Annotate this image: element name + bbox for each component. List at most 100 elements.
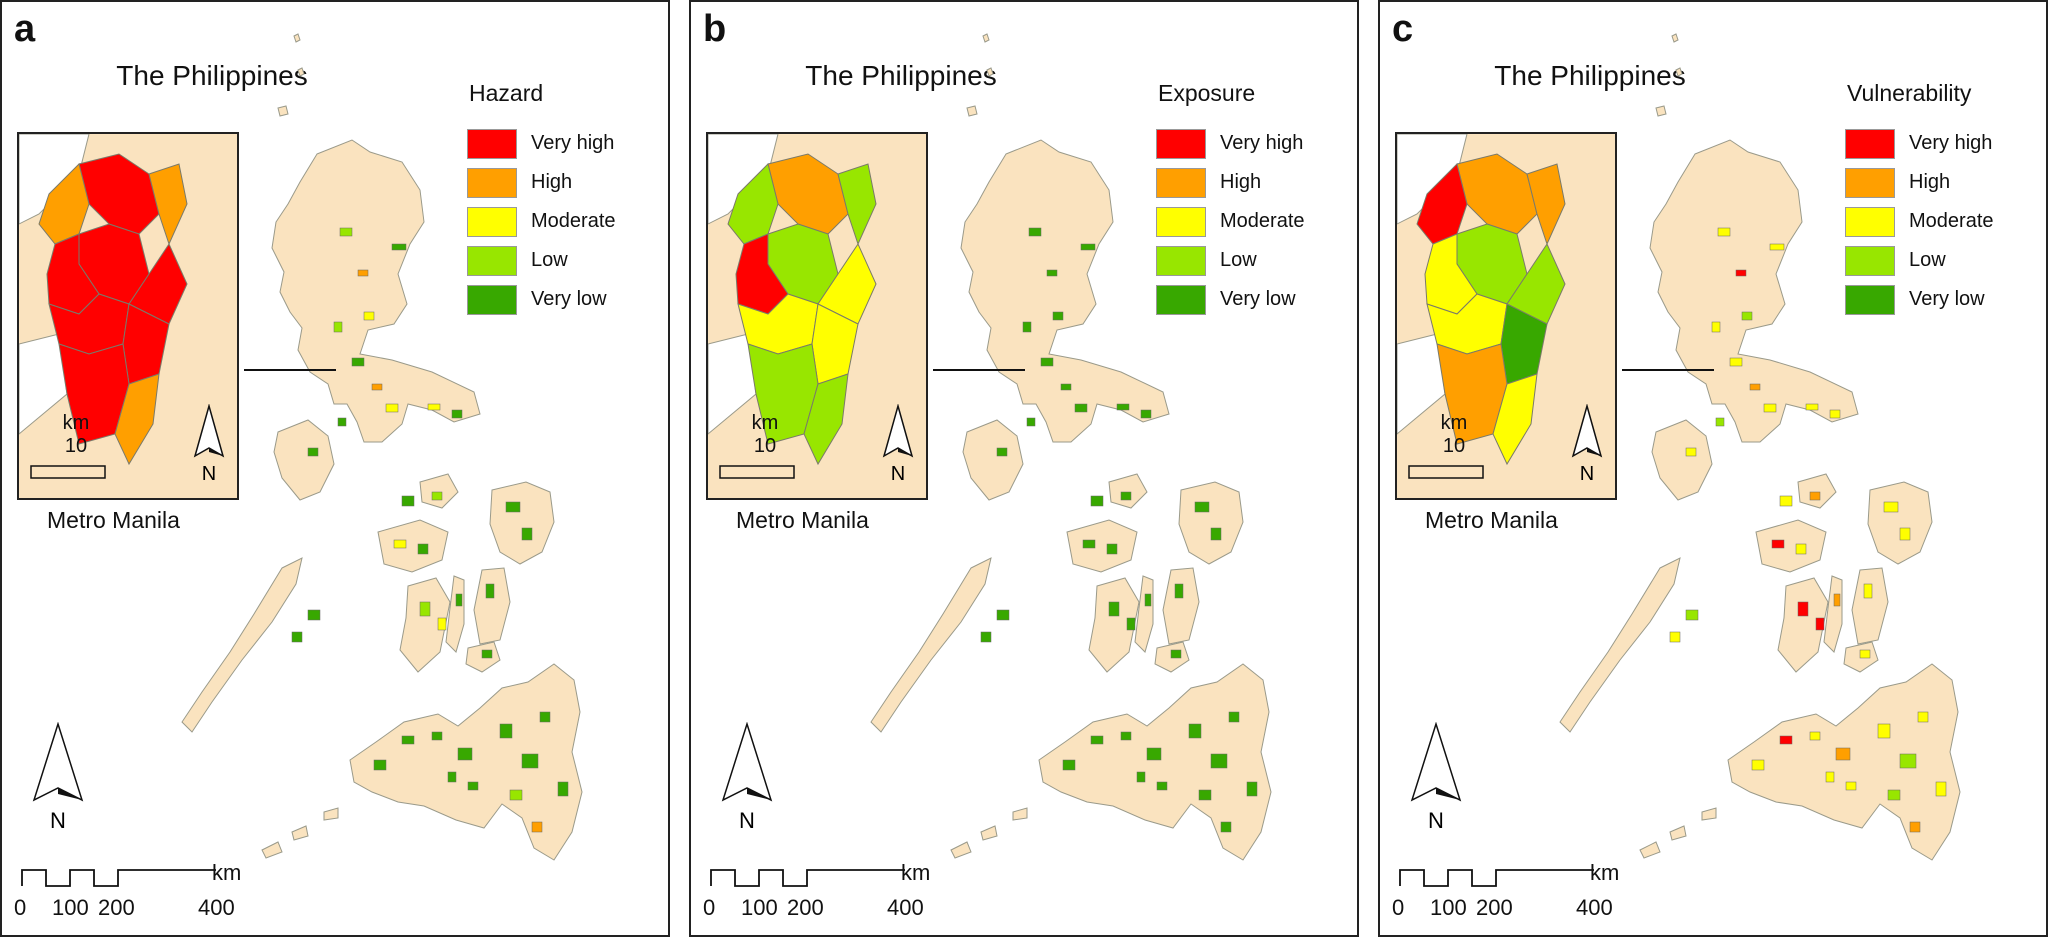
province-patch <box>357 269 369 277</box>
province-patch <box>1026 417 1036 427</box>
map-panel-b: b The Philippines <box>689 0 1359 937</box>
province-patch <box>1210 527 1222 541</box>
sulu-islands <box>950 807 1028 859</box>
city-region <box>1456 153 1538 235</box>
province-patch <box>1228 711 1240 723</box>
inset-north-arrow-icon: N <box>882 404 914 485</box>
panel-letter: c <box>1392 8 1414 50</box>
province-patch <box>1120 491 1132 501</box>
masbate-island <box>1108 473 1148 509</box>
panay-island <box>1755 519 1827 573</box>
legend-item: Very high <box>1845 124 1994 163</box>
svg-text:N: N <box>891 463 905 485</box>
philippines-map <box>1559 33 1961 861</box>
legend-label: Very low <box>1220 288 1296 310</box>
mindanao-island <box>1727 663 1961 861</box>
scale-tick-100: 100 <box>52 895 89 920</box>
north-arrow-icon: N <box>721 722 773 832</box>
legend-item: Very high <box>1156 124 1305 163</box>
metro-manila-map <box>19 134 188 466</box>
province-patch <box>539 711 551 723</box>
mindoro-island <box>962 419 1024 501</box>
province-patch <box>1711 321 1721 333</box>
province-patch <box>1815 617 1825 631</box>
panel-letter: b <box>703 8 727 50</box>
city-region <box>114 373 160 466</box>
province-patch <box>337 417 347 427</box>
metro-manila-inset: km 10 N <box>1395 132 1617 500</box>
masbate-island <box>419 473 459 509</box>
province-patch <box>1845 781 1857 791</box>
province-patch <box>291 631 303 643</box>
province-patch <box>1909 821 1921 833</box>
inset-label: Metro Manila <box>1425 507 1558 533</box>
legend-swatch <box>1845 167 1895 198</box>
negros-island <box>399 577 451 673</box>
scale-tick-100: 100 <box>741 895 778 920</box>
province-patch <box>1146 747 1162 761</box>
province-patch <box>431 731 443 741</box>
inset-leader-line <box>1622 369 1714 371</box>
legend-label: High <box>1909 171 1951 193</box>
sulu-islands <box>1639 807 1717 859</box>
scale-unit: km <box>1590 860 1620 885</box>
legend-item: High <box>1845 163 1994 202</box>
province-patch <box>1194 501 1210 513</box>
city-region <box>767 153 849 235</box>
legend-item: Low <box>467 241 616 280</box>
city-region <box>148 163 188 246</box>
legend-swatch <box>467 284 517 315</box>
inset-scale-label: km 10 <box>62 412 90 457</box>
province-patch <box>1046 269 1058 277</box>
cebu-island <box>445 575 465 653</box>
legend-label: Very low <box>1909 288 1985 310</box>
province-patch <box>1174 583 1184 599</box>
scale-tick-0: 0 <box>14 895 27 920</box>
legend-swatch <box>1156 167 1206 198</box>
scale-tick-0: 0 <box>703 895 716 920</box>
legend-swatch <box>1845 245 1895 276</box>
mindanao-island <box>1038 663 1272 861</box>
province-patch <box>333 321 343 333</box>
panay-island <box>377 519 449 573</box>
province-patch <box>451 409 463 419</box>
panay-island <box>1066 519 1138 573</box>
scale-tick-100: 100 <box>1430 895 1467 920</box>
province-patch <box>455 593 463 607</box>
province-patch <box>391 243 407 251</box>
city-region <box>1492 373 1538 466</box>
province-patch <box>1140 409 1152 419</box>
negros-island <box>1088 577 1140 673</box>
province-patch <box>1805 403 1819 411</box>
svg-text:N: N <box>1580 463 1594 485</box>
province-patch <box>307 609 321 621</box>
leyte-island <box>1162 567 1200 645</box>
legend-item: Low <box>1845 241 1994 280</box>
province-patch <box>385 403 399 413</box>
province-patch <box>1741 311 1753 321</box>
scale-tick-200: 200 <box>787 895 824 920</box>
province-patch <box>1126 617 1136 631</box>
province-patch <box>996 447 1008 457</box>
inset-leader-line <box>933 369 1025 371</box>
province-patch <box>499 723 513 739</box>
luzon-island <box>271 139 481 443</box>
legend-label: Low <box>531 249 568 271</box>
svg-text:N: N <box>739 808 755 832</box>
province-patch <box>1120 731 1132 741</box>
province-patch <box>363 311 375 321</box>
province-patch <box>1188 723 1202 739</box>
province-patch <box>1829 409 1841 419</box>
city-region <box>1506 242 1566 325</box>
mindoro-island <box>1651 419 1713 501</box>
map-panel-c: c The Philippines <box>1378 0 2048 937</box>
province-patch <box>1795 543 1807 555</box>
scale-tick-0: 0 <box>1392 895 1405 920</box>
province-patch <box>509 789 523 801</box>
province-patch <box>1809 731 1821 741</box>
province-patch <box>371 383 383 391</box>
map-panel-a: a The Philippines <box>0 0 670 937</box>
province-patch <box>1136 771 1146 783</box>
legend-swatch <box>467 206 517 237</box>
province-patch <box>481 649 493 659</box>
